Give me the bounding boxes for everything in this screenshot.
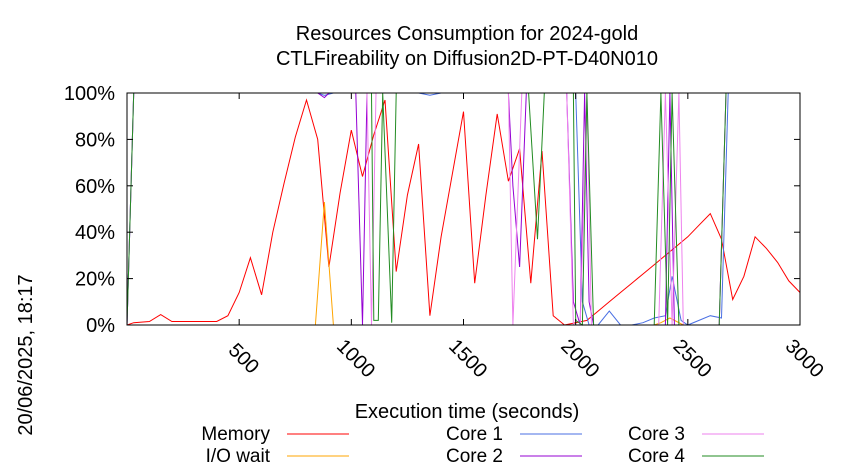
x-tick-label: 2000: [556, 335, 603, 382]
plot-lines: [126, 92, 801, 326]
legend-label: Core 2: [446, 446, 503, 467]
series-line-core-1: [126, 92, 800, 326]
legend-label: Core 3: [628, 424, 685, 445]
series-line-i-o-wait: [127, 201, 800, 326]
y-tick-label: 100%: [64, 83, 115, 105]
x-axis: 500 1000 1500 2000 2500 3000: [224, 93, 828, 382]
y-tick-label: 40%: [75, 222, 115, 244]
chart-subtitle: CTLFireability on Diffusion2D-PT-D40N010: [276, 48, 658, 70]
y-tick-label: 80%: [75, 129, 115, 151]
y-tick-label: 60%: [75, 176, 115, 198]
legend-label: Memory: [201, 424, 270, 445]
x-tick-label: 1500: [444, 335, 491, 382]
series-line-core-4: [126, 92, 800, 326]
x-axis-label: Execution time (seconds): [355, 401, 580, 423]
y-tick-label: 20%: [75, 269, 115, 291]
x-tick-label: 3000: [781, 335, 828, 382]
series-line-memory: [126, 98, 801, 326]
legend-label: Core 4: [628, 446, 685, 467]
x-tick-label: 1000: [332, 335, 379, 382]
series-line-core-3: [126, 92, 800, 326]
x-tick-label: 500: [224, 339, 263, 378]
chart-title: Resources Consumption for 2024-gold: [296, 23, 638, 45]
legend-label: Core 1: [446, 424, 503, 445]
x-tick-label: 2500: [669, 335, 716, 382]
y-tick-label: 0%: [86, 315, 115, 337]
plot-frame: [126, 92, 801, 326]
series-line-core-2: [126, 92, 800, 326]
legend-label: I/O wait: [206, 446, 271, 467]
side-timestamp: 20/06/2025, 18:17: [15, 274, 37, 435]
y-axis: 0% 20% 40% 60% 80% 100%: [64, 83, 800, 337]
